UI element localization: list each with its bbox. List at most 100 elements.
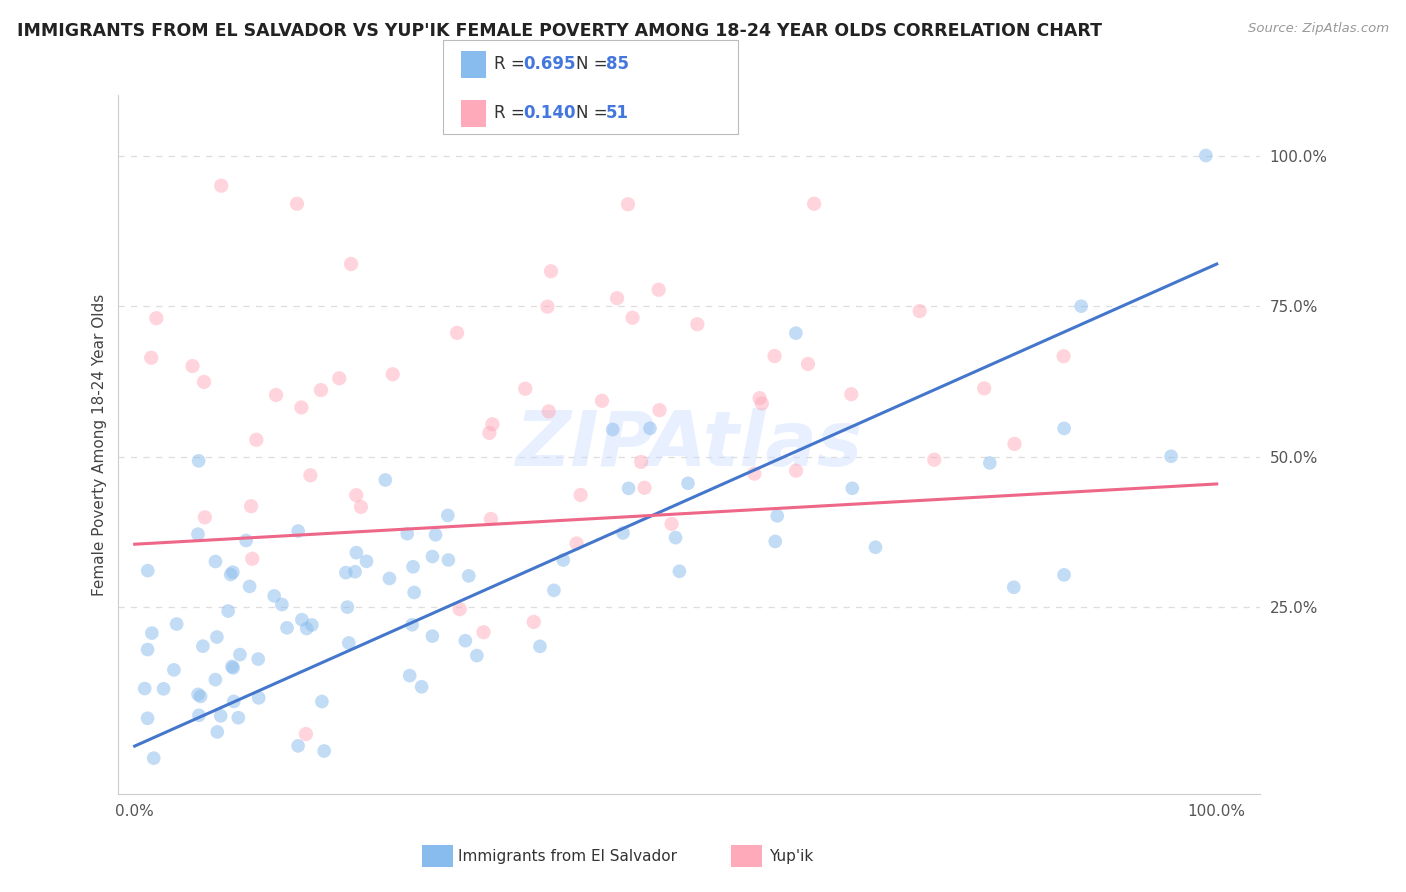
Point bbox=[187, 687, 209, 701]
Point bbox=[291, 613, 314, 627]
Point bbox=[617, 197, 640, 211]
Point bbox=[543, 583, 565, 598]
Point bbox=[523, 615, 546, 629]
Point bbox=[229, 648, 252, 662]
Point bbox=[633, 481, 655, 495]
Point bbox=[973, 381, 995, 395]
Point bbox=[422, 549, 444, 564]
Point bbox=[356, 554, 378, 568]
Point bbox=[591, 393, 613, 408]
Point bbox=[350, 500, 373, 514]
Point bbox=[449, 602, 471, 616]
Point bbox=[536, 300, 558, 314]
Point bbox=[785, 326, 807, 340]
Point bbox=[425, 528, 447, 542]
Point bbox=[247, 690, 270, 705]
Point bbox=[295, 727, 318, 741]
Point bbox=[979, 456, 1001, 470]
Point bbox=[661, 516, 683, 531]
Text: N =: N = bbox=[576, 104, 613, 122]
Point bbox=[638, 421, 661, 435]
Point bbox=[472, 625, 495, 640]
Point bbox=[481, 417, 503, 432]
Point bbox=[839, 387, 862, 401]
Point bbox=[396, 526, 419, 541]
Point bbox=[602, 423, 624, 437]
Point bbox=[141, 626, 163, 640]
Point bbox=[299, 468, 322, 483]
Point bbox=[222, 694, 245, 708]
Point bbox=[1002, 580, 1025, 594]
Point bbox=[630, 455, 652, 469]
Text: 85: 85 bbox=[606, 55, 628, 73]
Point bbox=[187, 708, 209, 723]
Point bbox=[766, 508, 789, 523]
Point bbox=[228, 711, 250, 725]
Point bbox=[454, 633, 477, 648]
Text: 51: 51 bbox=[606, 104, 628, 122]
Point bbox=[478, 425, 501, 440]
Point bbox=[187, 527, 209, 541]
Point bbox=[340, 257, 363, 271]
Point bbox=[908, 304, 931, 318]
Point bbox=[142, 751, 165, 765]
Point bbox=[402, 559, 425, 574]
Point bbox=[748, 391, 770, 405]
Point bbox=[205, 630, 228, 644]
Point bbox=[276, 621, 298, 635]
Point bbox=[191, 639, 214, 653]
Point bbox=[271, 598, 294, 612]
Point bbox=[457, 569, 479, 583]
Y-axis label: Female Poverty Among 18-24 Year Olds: Female Poverty Among 18-24 Year Olds bbox=[93, 293, 107, 596]
Point bbox=[378, 571, 401, 585]
Point bbox=[763, 534, 786, 549]
Point bbox=[612, 525, 634, 540]
Point bbox=[207, 725, 229, 739]
Point bbox=[1070, 299, 1092, 313]
Text: IMMIGRANTS FROM EL SALVADOR VS YUP'IK FEMALE POVERTY AMONG 18-24 YEAR OLDS CORRE: IMMIGRANTS FROM EL SALVADOR VS YUP'IK FE… bbox=[17, 22, 1102, 40]
Point bbox=[686, 318, 709, 332]
Point bbox=[515, 382, 537, 396]
Text: 0.140: 0.140 bbox=[523, 104, 575, 122]
Point bbox=[1053, 421, 1076, 435]
Point bbox=[187, 454, 209, 468]
Point bbox=[621, 310, 644, 325]
Point bbox=[209, 708, 232, 723]
Point bbox=[1053, 567, 1076, 582]
Point bbox=[301, 618, 323, 632]
Point bbox=[803, 196, 825, 211]
Point bbox=[314, 744, 336, 758]
Point bbox=[141, 351, 163, 365]
Point bbox=[647, 283, 669, 297]
Text: 0.695: 0.695 bbox=[523, 55, 575, 73]
Point bbox=[145, 311, 167, 326]
Point bbox=[540, 264, 562, 278]
Point bbox=[285, 196, 308, 211]
Point bbox=[328, 371, 350, 385]
Point bbox=[1052, 349, 1074, 363]
Point bbox=[1195, 148, 1218, 162]
Point bbox=[763, 349, 786, 363]
Point bbox=[336, 600, 359, 615]
Point bbox=[311, 694, 333, 708]
Point bbox=[335, 566, 357, 580]
Point bbox=[163, 663, 186, 677]
Point bbox=[606, 291, 628, 305]
Point bbox=[290, 401, 312, 415]
Point bbox=[381, 368, 404, 382]
Point bbox=[668, 564, 690, 578]
Point bbox=[221, 659, 243, 673]
Point bbox=[797, 357, 820, 371]
Point bbox=[664, 531, 686, 545]
Point bbox=[264, 388, 287, 402]
Point bbox=[537, 404, 560, 418]
Point bbox=[219, 567, 242, 582]
Point bbox=[922, 452, 945, 467]
Point bbox=[136, 711, 159, 725]
Point bbox=[240, 551, 263, 566]
Point bbox=[676, 476, 699, 491]
Point bbox=[436, 508, 458, 523]
Point bbox=[401, 617, 423, 632]
Text: R =: R = bbox=[494, 104, 530, 122]
Text: ZIPAtlas: ZIPAtlas bbox=[516, 408, 863, 482]
